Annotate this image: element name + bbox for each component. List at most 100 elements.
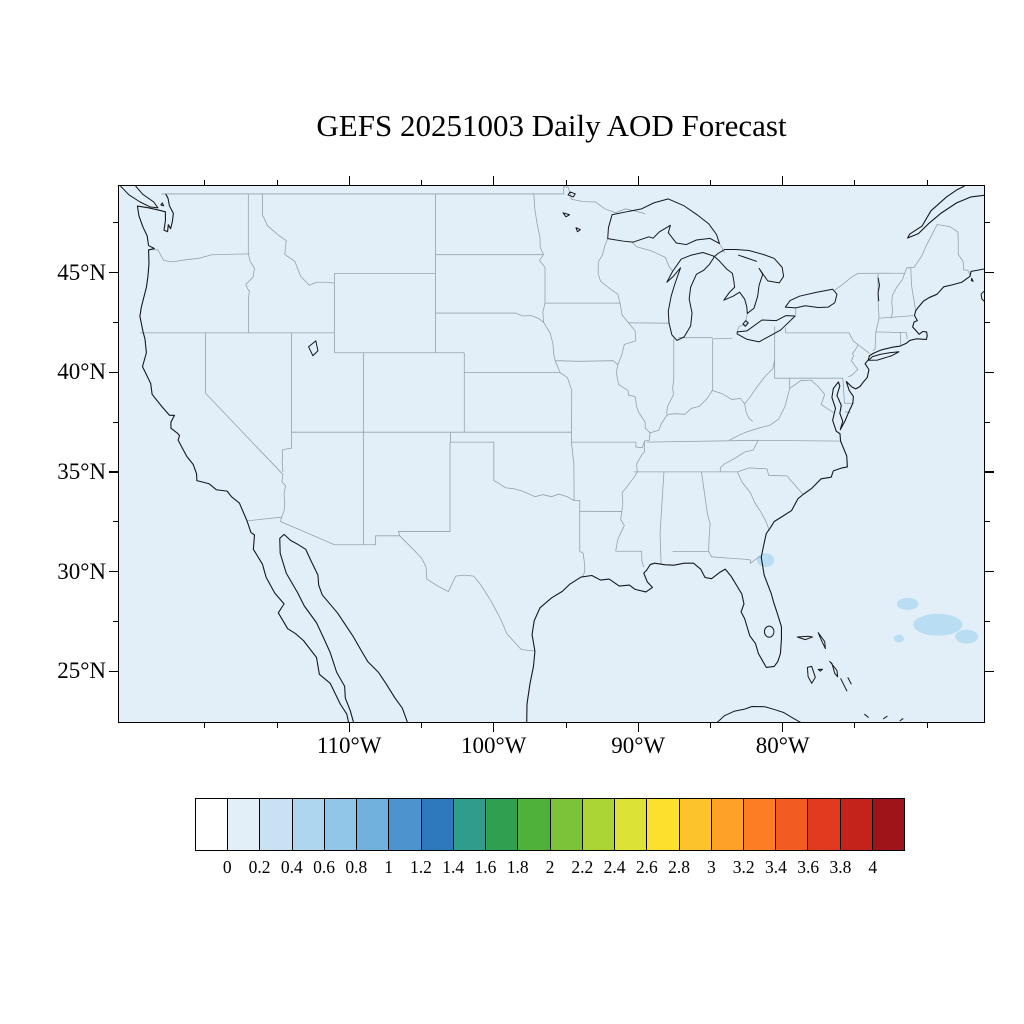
tick-mark [493, 723, 495, 732]
tick-mark [926, 723, 928, 728]
colorbar [195, 798, 905, 851]
tick-mark [782, 723, 784, 732]
tick-mark [709, 723, 711, 728]
colorbar-tick-label: 3 [706, 857, 716, 877]
colorbar-tick-label: 0.4 [280, 857, 303, 877]
tick-mark [276, 723, 278, 728]
tick-mark [985, 272, 994, 274]
tick-mark [348, 723, 350, 732]
tick-mark [204, 180, 206, 185]
tick-mark [637, 176, 639, 185]
colorbar-cell [808, 799, 841, 850]
tick-mark [985, 620, 990, 622]
tick-mark [113, 222, 118, 224]
tick-mark [113, 421, 118, 423]
tick-mark [985, 421, 990, 423]
colorbar-tick-label: 3.8 [829, 857, 852, 877]
colorbar-cell [357, 799, 390, 850]
longitude-axis-label: 90°W [611, 733, 666, 758]
colorbar-tick-label: 0.2 [248, 857, 271, 877]
colorbar-tick-label: 2.8 [668, 857, 691, 877]
latitude-axis-label: 25°N [57, 658, 106, 684]
map-plot [118, 185, 985, 723]
tick-mark [854, 180, 856, 185]
colorbar-cell [292, 799, 325, 850]
map-background [119, 186, 984, 722]
aod-patch [955, 629, 979, 644]
page-title: GEFS 20251003 Daily AOD Forecast [316, 108, 787, 143]
latitude-axis-label: 45°N [57, 259, 106, 285]
colorbar-cell [196, 799, 229, 850]
colorbar-cell [550, 799, 583, 850]
colorbar-cell [228, 799, 261, 850]
tick-mark [985, 521, 990, 523]
tick-mark [421, 723, 422, 728]
tick-mark [565, 180, 567, 185]
colorbar-cell [679, 799, 712, 850]
colorbar-tick-label: 0 [222, 857, 232, 877]
tick-mark [109, 371, 118, 373]
tick-mark [709, 180, 711, 185]
colorbar-tick-label: 1.8 [506, 857, 529, 877]
tick-mark [348, 176, 350, 185]
tick-mark [204, 723, 206, 728]
tick-mark [109, 272, 118, 274]
colorbar-cell [647, 799, 680, 850]
tick-mark [985, 670, 994, 672]
tick-mark [926, 180, 928, 185]
colorbar-cell [486, 799, 519, 850]
colorbar-tick-label: 2.4 [603, 857, 626, 877]
islands-path [120, 186, 984, 722]
longitude-axis-label: 110°W [316, 733, 382, 758]
colorbar-cell [324, 799, 358, 850]
colorbar-tick-label: 3.4 [764, 857, 787, 877]
longitude-axis-label: 100°W [460, 733, 527, 758]
colorbar-tick-label: 3.2 [732, 857, 755, 877]
us-map [119, 186, 984, 722]
colorbar-tick-label: 0.6 [313, 857, 336, 877]
colorbar-cell [518, 799, 551, 850]
colorbar-cell [872, 799, 905, 850]
tick-mark [985, 322, 990, 323]
colorbar-tick-label: 4 [868, 857, 878, 877]
colorbar-tick-label: 1 [384, 857, 393, 877]
tick-mark [985, 222, 990, 224]
aod-patches [756, 553, 979, 644]
lake-okeechobee-outline [764, 626, 774, 637]
aod-patch [756, 553, 775, 568]
colorbar-tick-label: 2 [545, 857, 555, 877]
colorbar-cell [776, 799, 809, 850]
tick-mark [113, 521, 118, 523]
tick-mark [109, 570, 118, 573]
latitude-axis-label: 35°N [57, 458, 106, 484]
tick-mark [637, 723, 639, 732]
aod-patch [893, 634, 904, 643]
colorbar-cell [711, 799, 744, 850]
tick-mark [109, 471, 118, 473]
colorbar-tick-label: 1.2 [409, 857, 432, 877]
tick-mark [113, 322, 118, 323]
tick-mark [985, 471, 994, 473]
longitude-axis-label: 80°W [755, 733, 810, 758]
tick-mark [276, 180, 278, 185]
colorbar-tick-label: 2.6 [635, 857, 658, 877]
colorbar-cell [582, 799, 616, 850]
latitude-axis-label: 40°N [57, 359, 106, 385]
aod-patch [896, 597, 919, 610]
colorbar-tick-label: 0.8 [345, 857, 368, 877]
state-borders-path [140, 187, 970, 652]
colorbar-cell [389, 799, 422, 850]
tick-mark [113, 620, 118, 622]
colorbar-tick-label: 2.2 [571, 857, 594, 877]
tick-mark [985, 371, 994, 373]
colorbar-tick-label: 1.6 [474, 857, 497, 877]
colorbar-cell [615, 799, 648, 850]
tick-mark [493, 176, 495, 185]
tick-mark [421, 180, 422, 185]
colorbar-cell [453, 799, 487, 850]
colorbar-tick-label: 1.4 [442, 857, 465, 877]
colorbar-cell [421, 799, 454, 850]
colorbar-cell [840, 799, 873, 850]
tick-mark [985, 570, 994, 573]
